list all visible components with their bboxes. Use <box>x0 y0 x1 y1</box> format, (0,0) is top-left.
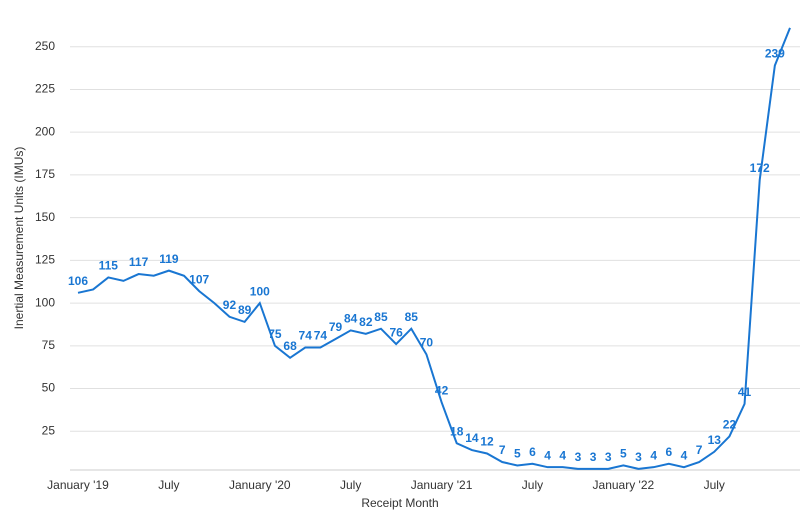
y-tick-label: 250 <box>35 39 55 53</box>
data-label: 115 <box>99 259 119 273</box>
data-label: 22 <box>723 418 737 432</box>
data-label: 4 <box>559 448 566 462</box>
x-tick-label: January '21 <box>411 478 473 492</box>
y-tick-label: 200 <box>35 124 55 138</box>
y-axis-title: Inertial Measurement Units (IMUs) <box>12 147 26 330</box>
y-tick-label: 225 <box>35 82 55 96</box>
x-tick-label: January '19 <box>47 478 109 492</box>
data-label: 79 <box>329 320 343 334</box>
data-label: 4 <box>544 448 551 462</box>
y-tick-label: 150 <box>35 210 55 224</box>
y-tick-label: 25 <box>42 423 56 437</box>
data-line <box>77 27 791 470</box>
data-label: 119 <box>159 252 179 266</box>
data-label: 12 <box>480 435 494 449</box>
data-label: 92 <box>223 298 237 312</box>
y-tick-label: 125 <box>35 253 55 267</box>
data-label: 3 <box>635 450 642 464</box>
data-label: 74 <box>314 329 328 343</box>
data-label: 85 <box>405 310 419 324</box>
data-label: 68 <box>283 339 297 353</box>
x-tick-label: January '20 <box>229 478 291 492</box>
data-label: 5 <box>514 447 521 461</box>
data-label: 89 <box>238 303 252 317</box>
data-label: 7 <box>696 443 703 457</box>
y-tick-label: 75 <box>42 338 56 352</box>
x-tick-label: July <box>158 478 179 492</box>
data-label: 100 <box>250 284 270 298</box>
data-label: 74 <box>299 329 313 343</box>
data-label: 82 <box>359 315 373 329</box>
data-label: 3 <box>605 450 612 464</box>
data-label: 4 <box>681 448 688 462</box>
data-label: 6 <box>665 445 672 459</box>
data-label: 239 <box>765 47 785 61</box>
y-tick-label: 50 <box>42 381 56 395</box>
data-label: 107 <box>189 272 209 286</box>
data-label: 70 <box>420 336 434 350</box>
y-tick-label: 175 <box>35 167 55 181</box>
x-tick-label: July <box>522 478 543 492</box>
x-tick-label: July <box>340 478 361 492</box>
data-label: 7 <box>499 443 506 457</box>
x-tick-label: July <box>704 478 725 492</box>
data-label: 117 <box>129 255 149 269</box>
data-label: 172 <box>750 161 770 175</box>
y-tick-label: 100 <box>35 295 55 309</box>
data-label: 6 <box>529 445 536 459</box>
x-tick-label: January '22 <box>593 478 655 492</box>
x-axis-title: Receipt Month <box>361 496 438 510</box>
data-label: 76 <box>389 325 403 339</box>
data-label: 41 <box>738 385 752 399</box>
data-label: 13 <box>708 433 722 447</box>
data-label: 85 <box>374 310 388 324</box>
data-label: 3 <box>590 450 597 464</box>
data-label: 5 <box>620 447 627 461</box>
data-label: 84 <box>344 312 358 326</box>
data-label: 14 <box>465 431 479 445</box>
data-label: 42 <box>435 383 449 397</box>
data-label: 106 <box>68 274 88 288</box>
data-label: 18 <box>450 424 464 438</box>
data-label: 4 <box>650 448 657 462</box>
data-label: 3 <box>575 450 582 464</box>
data-label: 75 <box>268 327 282 341</box>
